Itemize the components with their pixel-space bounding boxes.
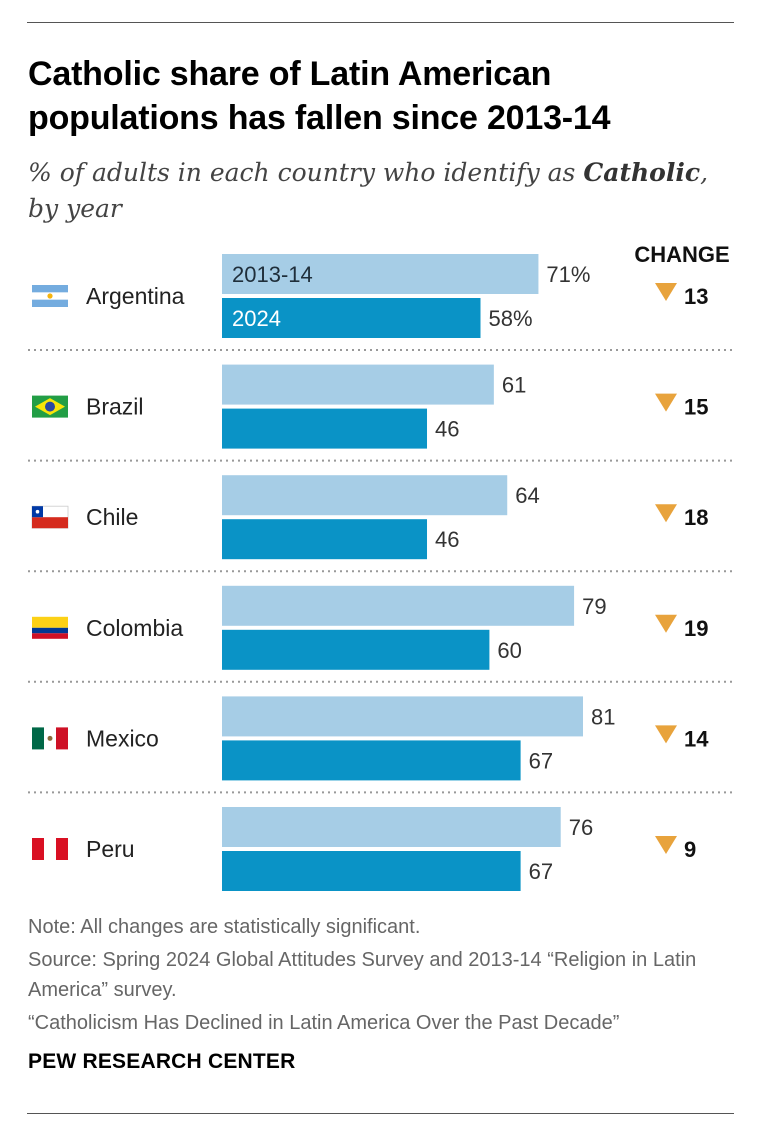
- legend-label-2013-14: 2013-14: [232, 262, 313, 287]
- bar-2013-14: [222, 696, 583, 737]
- bar-2024: [222, 629, 490, 670]
- change-header: CHANGE: [634, 242, 729, 267]
- value-label-2013-14: 71%: [546, 262, 590, 287]
- country-label: Chile: [86, 504, 138, 530]
- down-triangle-icon: [655, 393, 677, 412]
- chart-title: Catholic share of Latin American populat…: [28, 55, 611, 137]
- bar-2013-14: [222, 364, 494, 405]
- bar-2013-14: [222, 475, 508, 516]
- bar-2013-14: [222, 254, 539, 294]
- value-label-2024: 67: [529, 748, 553, 773]
- legend-label-2024: 2024: [232, 306, 281, 331]
- value-label-2024: 58%: [488, 306, 532, 331]
- peru-flag-icon: [32, 838, 68, 860]
- footer-report-title: “Catholicism Has Declined in Latin Ameri…: [28, 1012, 620, 1034]
- value-label-2013-14: 79: [582, 594, 606, 619]
- bar-2013-14: [222, 585, 575, 626]
- bar-2024: [222, 408, 428, 449]
- value-label-2013-14: 81: [591, 704, 615, 729]
- chile-flag-icon: [31, 505, 69, 529]
- bar-chart: CHANGE Argentina 71% 58% 2013-14 2024 13 Brazil…: [28, 242, 733, 891]
- down-triangle-icon: [655, 725, 677, 744]
- change-value: 9: [684, 837, 696, 862]
- bar-2024: [222, 519, 428, 560]
- down-triangle-icon: [655, 614, 677, 633]
- value-label-2024: 46: [435, 527, 459, 552]
- brand-logo-text: PEW RESEARCH CENTER: [28, 1050, 296, 1073]
- bar-2013-14: [222, 807, 561, 847]
- value-label-2024: 46: [435, 417, 459, 442]
- footer-note: Note: All changes are statistically sign…: [28, 916, 421, 938]
- change-value: 13: [684, 284, 708, 309]
- country-label: Argentina: [86, 283, 185, 309]
- top-rule: [27, 22, 734, 23]
- down-triangle-icon: [655, 836, 677, 854]
- bar-2024: [222, 851, 521, 891]
- bottom-rule: [27, 1113, 734, 1114]
- down-triangle-icon: [655, 504, 677, 523]
- country-label: Peru: [86, 836, 135, 862]
- mexico-flag-icon: [32, 727, 68, 750]
- value-label-2024: 60: [497, 638, 521, 663]
- change-value: 15: [684, 395, 708, 420]
- change-value: 18: [684, 505, 708, 530]
- value-label-2013-14: 64: [515, 483, 539, 508]
- subtitle-emphasis: Catholic: [583, 158, 701, 187]
- value-label-2013-14: 76: [569, 815, 593, 840]
- brazil-flag-icon: [32, 395, 68, 418]
- argentina-flag-icon: [32, 285, 68, 307]
- chart-subtitle: % of adults in each country who identify…: [28, 155, 728, 227]
- subtitle-text-end: , by year: [28, 158, 709, 223]
- bar-2024: [222, 740, 521, 781]
- country-label: Mexico: [86, 725, 159, 751]
- change-value: 14: [684, 726, 709, 751]
- change-value: 19: [684, 616, 708, 641]
- value-label-2024: 67: [529, 859, 553, 884]
- colombia-flag-icon: [32, 616, 68, 639]
- subtitle-text: % of adults in each country who identify…: [28, 158, 584, 187]
- footer-source: Source: Spring 2024 Global Attitudes Sur…: [28, 949, 697, 1001]
- value-label-2013-14: 61: [502, 373, 526, 398]
- country-label: Brazil: [86, 394, 144, 420]
- bar-2024: [222, 298, 481, 338]
- country-label: Colombia: [86, 615, 183, 641]
- down-triangle-icon: [655, 283, 677, 301]
